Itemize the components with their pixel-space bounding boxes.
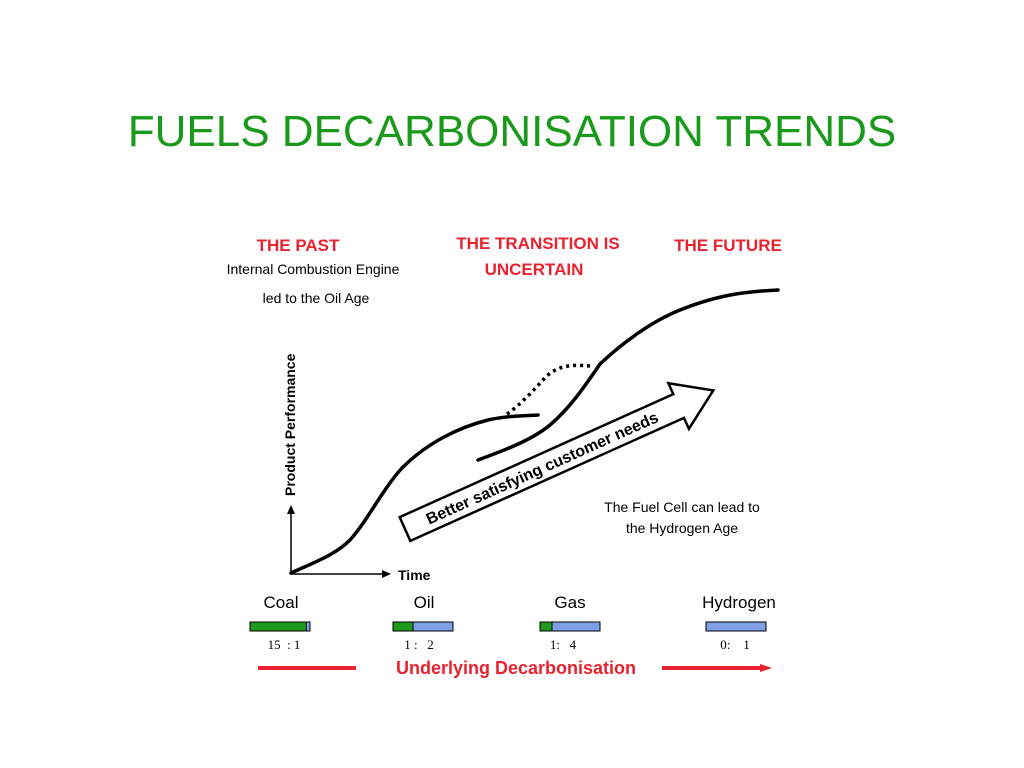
fuel-ratio: 0: 1 [720, 637, 750, 652]
fuel-cell-note-line1: The Fuel Cell can lead to [604, 499, 760, 515]
slide-title: FUELS DECARBONISATION TRENDS [127, 107, 897, 156]
hydrogen-share-bar [705, 621, 767, 632]
carbon-share-bar [392, 621, 414, 632]
fuel-ratio: 1 : 2 [404, 637, 434, 652]
carbon-share-bar [249, 621, 307, 632]
fuel-coal: Coal 15 : 1 [249, 593, 311, 652]
fuel-name: Hydrogen [702, 593, 776, 612]
x-axis-label: Time [398, 567, 431, 583]
future-heading: THE FUTURE [674, 236, 782, 255]
fuel-ratio-bars: Coal 15 : 1 Oil 1 : 2 Gas 1: 4 Hydrogen … [249, 593, 776, 652]
fuel-name: Oil [414, 593, 435, 612]
oil-age-curve [289, 413, 540, 575]
fuel-name: Gas [554, 593, 585, 612]
past-heading: THE PAST [257, 236, 340, 255]
fuel-ratio: 1: 4 [550, 637, 577, 652]
x-axis-arrowhead [382, 570, 391, 578]
fuel-cell-note-line2: the Hydrogen Age [626, 520, 738, 536]
arrow-shape [398, 381, 716, 543]
fuel-oil: Oil 1 : 2 [392, 593, 454, 652]
y-axis-arrowhead [287, 505, 295, 514]
hydrogen-age-curve [476, 288, 780, 462]
fuel-gas: Gas 1: 4 [539, 593, 601, 652]
transition-heading-line2: UNCERTAIN [485, 260, 584, 279]
carbon-share-bar [539, 621, 553, 632]
transition-heading-line1: THE TRANSITION IS [456, 234, 619, 253]
fuel-name: Coal [264, 593, 299, 612]
axes [287, 505, 391, 578]
past-note-line1: Internal Combustion Engine [227, 261, 400, 277]
y-axis-label: Product Performance [282, 353, 298, 496]
past-note-line2: led to the Oil Age [263, 290, 370, 306]
fuel-ratio: 15 : 1 [268, 637, 301, 652]
decarbonisation-arrowhead [760, 664, 772, 672]
fuel-hydrogen: Hydrogen 0: 1 [702, 593, 776, 652]
uncertain-transition-curve [506, 363, 591, 416]
decarbonisation-label: Underlying Decarbonisation [396, 658, 636, 678]
